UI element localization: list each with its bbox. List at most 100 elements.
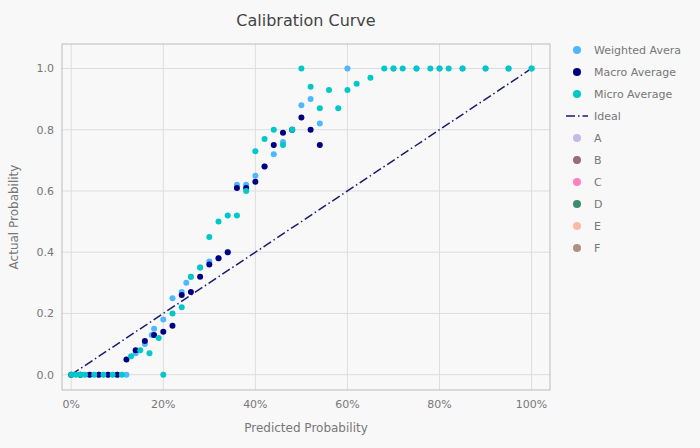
grid-line (62, 313, 550, 314)
y-tick-label: 0.6 (37, 185, 55, 198)
legend-label: E (594, 220, 601, 233)
point (262, 136, 268, 142)
point (169, 295, 175, 301)
point (179, 292, 185, 298)
point (317, 142, 323, 148)
ideal-line (71, 68, 531, 374)
point (437, 65, 443, 71)
point (344, 87, 350, 93)
point (271, 127, 277, 133)
point (460, 65, 466, 71)
point (197, 265, 203, 271)
point (367, 75, 373, 81)
point (156, 335, 162, 341)
point (179, 304, 185, 310)
point (252, 173, 258, 179)
point (344, 65, 350, 71)
points (68, 65, 534, 377)
legend-label: Weighted Avera (594, 44, 681, 57)
point (280, 142, 286, 148)
point (188, 289, 194, 295)
point (82, 372, 88, 378)
point (308, 84, 314, 90)
point (298, 102, 304, 108)
legend-swatch (573, 46, 581, 54)
point (381, 65, 387, 71)
point (427, 65, 433, 71)
point (137, 347, 143, 353)
point (280, 130, 286, 136)
point (289, 127, 295, 133)
point (413, 65, 419, 71)
x-tick-label: 0% (62, 398, 79, 411)
point (317, 105, 323, 111)
legend-swatch (573, 156, 581, 164)
point (506, 65, 512, 71)
point (529, 65, 535, 71)
point (252, 179, 258, 185)
grid-line (531, 44, 532, 390)
point (289, 127, 295, 133)
y-tick-label: 0.0 (37, 369, 55, 382)
point (91, 372, 97, 378)
point (298, 114, 304, 120)
point (308, 96, 314, 102)
point (169, 323, 175, 329)
legend-label: Micro Average (594, 88, 673, 101)
point (206, 234, 212, 240)
point (437, 65, 443, 71)
point (262, 163, 268, 169)
legend: Weighted AveraMacro AverageMicro Average… (566, 44, 681, 255)
grid-line (62, 252, 550, 253)
point (234, 185, 240, 191)
point (446, 65, 452, 71)
x-tick-label: 60% (335, 398, 359, 411)
point (317, 121, 323, 127)
point (160, 329, 166, 335)
legend-label: F (594, 242, 600, 255)
point (183, 280, 189, 286)
point (197, 265, 203, 271)
background (0, 0, 700, 448)
legend-swatch (573, 68, 581, 76)
point (225, 249, 231, 255)
point (234, 212, 240, 218)
legend-label: C (594, 176, 602, 189)
legend-label: Ideal (594, 110, 621, 123)
point (460, 65, 466, 71)
point (289, 127, 295, 133)
plot-area (68, 65, 534, 377)
point (483, 65, 489, 71)
grid-line (62, 190, 550, 191)
grid-line (439, 44, 440, 390)
point (160, 372, 166, 378)
point (308, 127, 314, 133)
point (128, 353, 134, 359)
point (483, 65, 489, 71)
point (262, 163, 268, 169)
point (225, 249, 231, 255)
axes: 0%20%40%60%80%100%0.00.20.40.60.81.0 (37, 44, 551, 411)
point (110, 372, 116, 378)
grid-line (62, 129, 550, 130)
legend-swatch (573, 90, 581, 98)
legend-swatch (573, 134, 581, 142)
point (271, 151, 277, 157)
point (243, 188, 249, 194)
point (119, 372, 125, 378)
point (146, 350, 152, 356)
y-tick-label: 0.4 (37, 246, 55, 259)
grid-line (255, 44, 256, 390)
title: Calibration Curve (236, 11, 375, 30)
point (252, 148, 258, 154)
point (151, 326, 157, 332)
grid-line (71, 44, 72, 390)
legend-swatch (566, 115, 588, 117)
point (206, 261, 212, 267)
plot-frame (62, 44, 550, 390)
point (188, 274, 194, 280)
legend-swatch (573, 178, 581, 186)
grid (62, 44, 550, 390)
point (506, 65, 512, 71)
x-tick-label: 100% (516, 398, 547, 411)
